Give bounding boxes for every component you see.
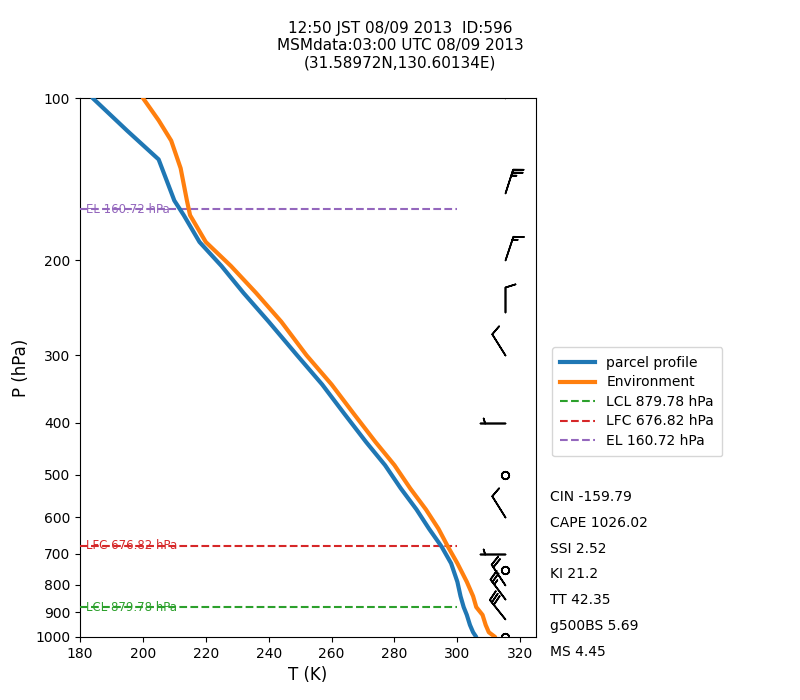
Line: parcel profile: parcel profile	[93, 98, 476, 637]
parcel profile	[194, 238, 204, 246]
parcel profile	[446, 559, 456, 568]
Legend: parcel profile, Environment, LCL 879.78 hPa, LFC 676.82 hPa, EL 160.72 hPa: parcel profile, Environment, LCL 879.78 …	[552, 347, 722, 456]
parcel profile	[468, 628, 478, 636]
Environment	[326, 380, 336, 389]
Environment	[468, 592, 478, 601]
parcel profile	[465, 621, 474, 629]
parcel profile	[238, 289, 248, 298]
Text: MS 4.45: MS 4.45	[550, 645, 606, 659]
parcel profile	[459, 603, 469, 611]
Environment	[186, 211, 195, 219]
Environment	[182, 197, 192, 205]
parcel profile	[456, 592, 466, 601]
parcel profile	[318, 380, 327, 389]
parcel profile	[380, 461, 390, 470]
Environment	[478, 610, 487, 619]
parcel profile	[471, 633, 481, 641]
Environment	[484, 628, 494, 636]
Environment	[481, 621, 490, 629]
parcel profile	[179, 211, 189, 219]
X-axis label: T (K): T (K)	[288, 666, 328, 685]
Y-axis label: P (hPa): P (hPa)	[11, 338, 30, 397]
Environment	[462, 578, 472, 586]
parcel profile	[362, 438, 371, 447]
Environment	[277, 318, 286, 326]
parcel profile	[264, 318, 274, 326]
Text: TT 42.35: TT 42.35	[550, 594, 610, 608]
Text: 12:50 JST 08/09 2013  ID:596
MSMdata:03:00 UTC 08/09 2013
(31.58972N,130.60134E): 12:50 JST 08/09 2013 ID:596 MSMdata:03:0…	[277, 21, 523, 71]
parcel profile	[453, 578, 462, 586]
parcel profile	[292, 351, 302, 359]
parcel profile	[88, 94, 98, 102]
Environment	[406, 484, 415, 493]
parcel profile	[437, 542, 446, 551]
Text: g500BS 5.69: g500BS 5.69	[550, 620, 638, 634]
Environment	[176, 164, 186, 172]
parcel profile	[396, 484, 406, 493]
parcel profile	[412, 505, 422, 514]
Text: LCL 879.78 hPa: LCL 879.78 hPa	[86, 601, 178, 613]
Text: CIN -159.79: CIN -159.79	[550, 490, 631, 504]
Environment	[349, 410, 358, 418]
parcel profile	[339, 410, 349, 418]
Environment	[166, 136, 176, 145]
Environment	[138, 94, 148, 102]
Environment	[434, 524, 443, 533]
Environment	[226, 262, 236, 270]
Text: CAPE 1026.02: CAPE 1026.02	[550, 516, 647, 530]
Line: Environment: Environment	[143, 98, 495, 637]
parcel profile	[122, 127, 132, 135]
Environment	[201, 238, 210, 246]
Environment	[453, 559, 462, 568]
Text: LFC 676.82 hPa: LFC 676.82 hPa	[86, 539, 178, 552]
parcel profile	[217, 262, 226, 270]
Environment	[490, 633, 500, 641]
Environment	[421, 505, 430, 514]
Environment	[443, 542, 453, 551]
Text: SSI 2.52: SSI 2.52	[550, 542, 606, 556]
parcel profile	[462, 610, 472, 619]
parcel profile	[424, 524, 434, 533]
Environment	[251, 289, 261, 298]
Environment	[371, 438, 381, 447]
Environment	[390, 461, 399, 470]
parcel profile	[154, 155, 163, 164]
Environment	[302, 351, 311, 359]
Environment	[471, 603, 481, 611]
Environment	[154, 116, 163, 125]
Text: EL 160.72 hPa: EL 160.72 hPa	[86, 202, 170, 216]
parcel profile	[170, 197, 179, 205]
Text: KI 21.2: KI 21.2	[550, 568, 598, 582]
